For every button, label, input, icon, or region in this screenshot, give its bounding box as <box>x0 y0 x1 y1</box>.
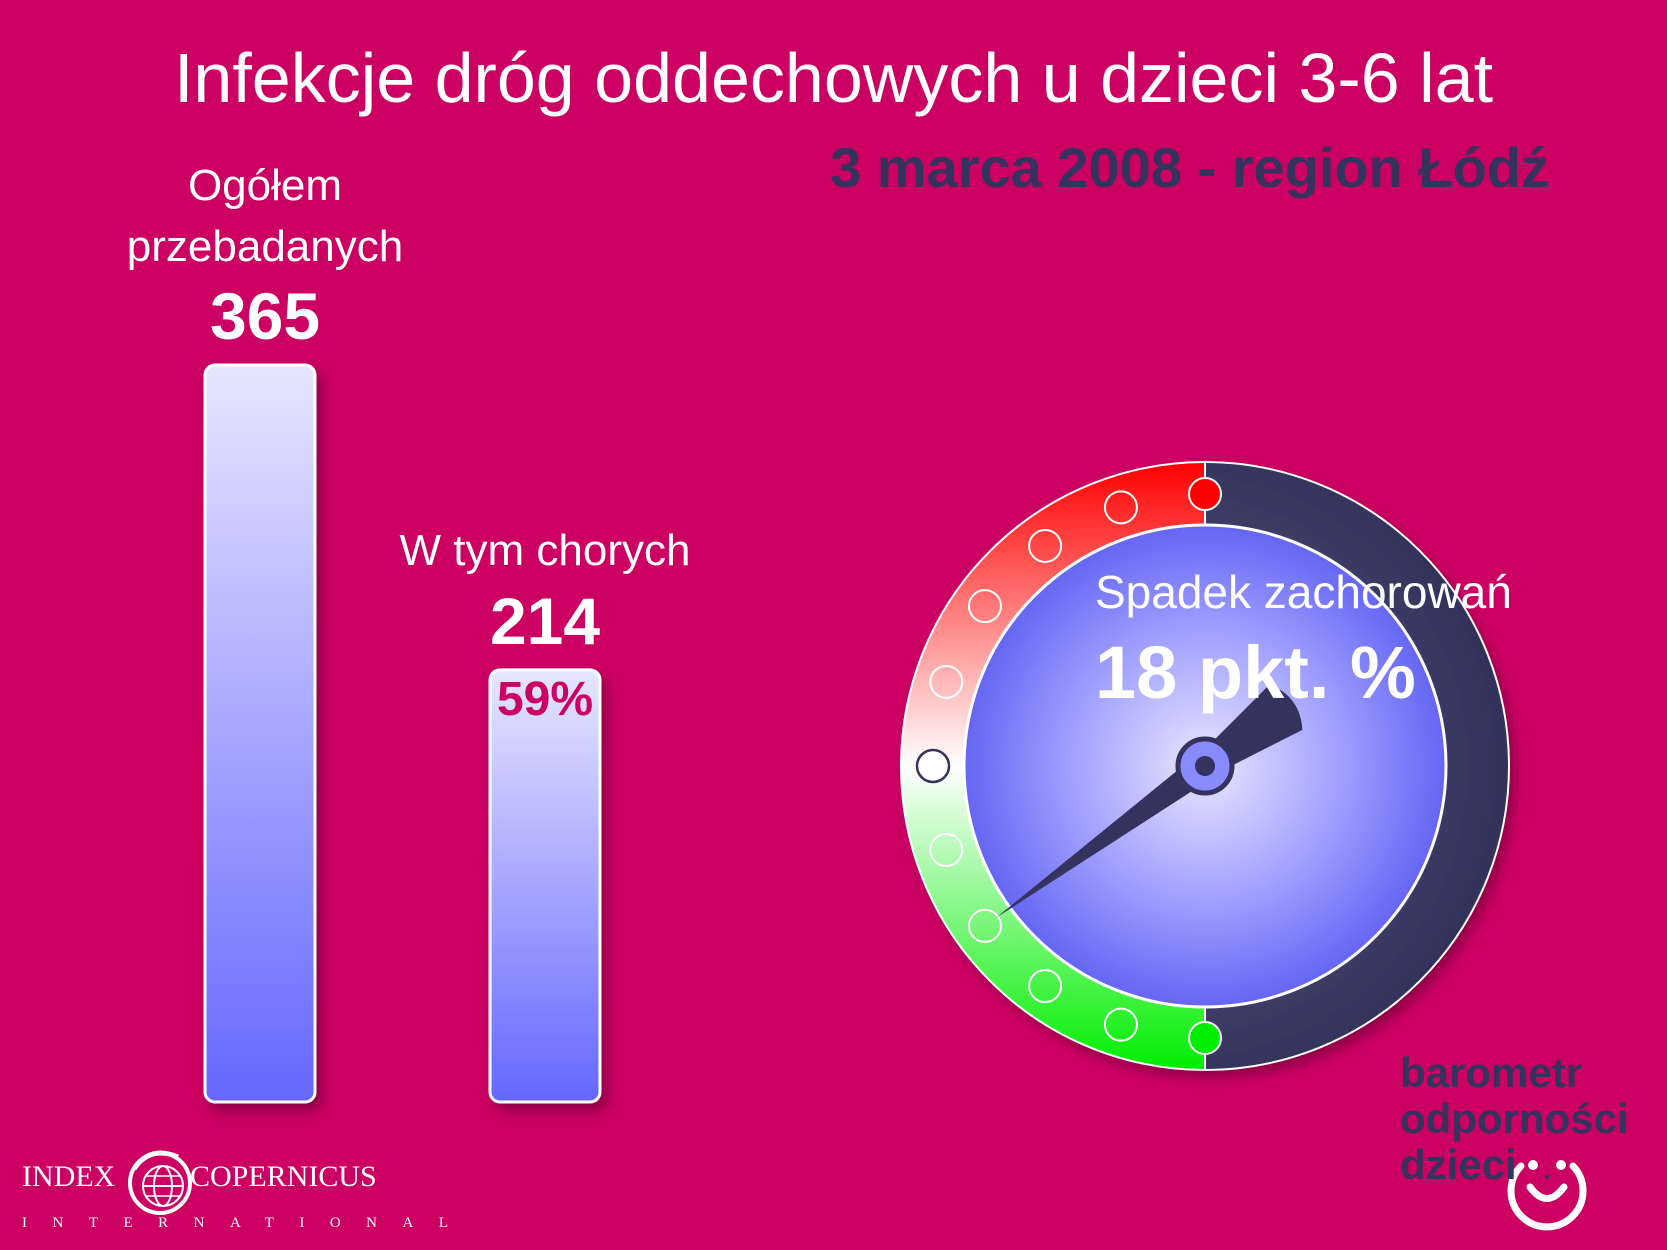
publisher-word2: COPERNICUS <box>190 1160 377 1193</box>
gauge-title: Spadek zachorowań <box>1095 566 1512 618</box>
logo-line: odporności <box>1400 1095 1629 1142</box>
gauge-mark <box>967 589 1002 624</box>
bar-value-sick: 214 <box>489 584 601 658</box>
bar-label-sick: W tym chorych <box>399 526 691 575</box>
bars-group <box>203 363 602 1104</box>
bar-percent-sick: 59% <box>496 673 594 726</box>
gauge-mark <box>1188 477 1222 511</box>
gauge-mark <box>1188 1021 1222 1055</box>
bar-label-line: Ogółem <box>187 161 343 210</box>
logo-line: barometr <box>1400 1049 1583 1096</box>
smile-mouth <box>1526 1183 1568 1202</box>
gauge-rim <box>900 461 1510 1071</box>
gauge-mark <box>967 908 1002 943</box>
gauge-mark <box>915 748 951 784</box>
bar-label-total: Ogółem przebadanych <box>95 155 435 277</box>
bar-total <box>203 363 317 1104</box>
gauge-mark <box>1028 969 1063 1004</box>
gauge-mark <box>1028 528 1063 563</box>
gauge-mark <box>1103 490 1138 525</box>
gauge <box>900 461 1510 1071</box>
gauge-marks <box>915 477 1222 1055</box>
bar-sick <box>488 668 602 1104</box>
logo-line: dzieci <box>1400 1141 1517 1188</box>
gauge-mark <box>929 664 964 699</box>
smile-eye <box>1528 1160 1538 1170</box>
page-subtitle: 3 marca 2008 - region Łódź <box>830 136 1549 199</box>
gauge-mark <box>929 833 964 868</box>
smiley-icon <box>1507 1160 1587 1231</box>
smile-eye <box>1556 1160 1566 1170</box>
globe-icon <box>128 1150 192 1215</box>
smile-face <box>1507 1162 1587 1231</box>
barometer-logo: barometr odporności dzieci <box>1400 1050 1629 1188</box>
page-title: Infekcje dróg oddechowych u dzieci 3-6 l… <box>173 39 1494 117</box>
publisher-tagline: INTERNATIONAL <box>22 1215 474 1231</box>
bar-label-line: przebadanych <box>126 222 404 271</box>
publisher-word1: INDEX <box>22 1160 116 1193</box>
gauge-mark <box>1103 1007 1138 1042</box>
gauge-needle <box>996 684 1303 918</box>
needle-hub-center <box>1195 756 1215 776</box>
needle-pointer <box>996 754 1214 918</box>
bar-value-total: 365 <box>209 279 321 353</box>
gauge-value: 18 pkt. % <box>1095 631 1416 714</box>
